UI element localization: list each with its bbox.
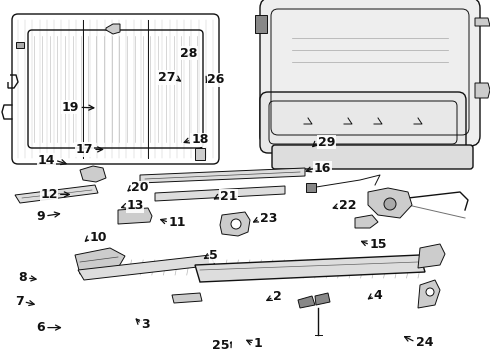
Text: 14: 14 bbox=[37, 154, 55, 167]
Text: 2: 2 bbox=[273, 291, 282, 303]
Text: 5: 5 bbox=[209, 249, 218, 262]
Polygon shape bbox=[80, 166, 106, 182]
Text: 18: 18 bbox=[191, 133, 208, 146]
Polygon shape bbox=[75, 248, 125, 274]
Text: 21: 21 bbox=[220, 190, 237, 203]
Text: 28: 28 bbox=[180, 47, 197, 60]
Text: 12: 12 bbox=[40, 188, 58, 201]
Circle shape bbox=[426, 288, 434, 296]
Polygon shape bbox=[106, 24, 120, 34]
Polygon shape bbox=[475, 83, 490, 98]
Text: 6: 6 bbox=[36, 321, 45, 334]
Text: 16: 16 bbox=[314, 162, 331, 175]
Polygon shape bbox=[306, 183, 316, 192]
Polygon shape bbox=[315, 293, 330, 305]
Text: 26: 26 bbox=[207, 73, 224, 86]
Text: 27: 27 bbox=[158, 71, 175, 84]
Circle shape bbox=[231, 219, 241, 229]
Text: 11: 11 bbox=[169, 216, 187, 229]
Polygon shape bbox=[195, 255, 425, 282]
Polygon shape bbox=[118, 208, 152, 224]
Polygon shape bbox=[78, 255, 215, 280]
Text: 19: 19 bbox=[62, 101, 79, 114]
Polygon shape bbox=[15, 185, 98, 203]
Text: 23: 23 bbox=[260, 212, 277, 225]
Circle shape bbox=[384, 198, 396, 210]
Polygon shape bbox=[475, 18, 490, 26]
Text: 3: 3 bbox=[141, 318, 150, 330]
Polygon shape bbox=[155, 186, 285, 201]
Polygon shape bbox=[195, 148, 205, 160]
Text: 22: 22 bbox=[339, 199, 357, 212]
Polygon shape bbox=[368, 188, 412, 218]
Text: 24: 24 bbox=[416, 336, 433, 348]
FancyBboxPatch shape bbox=[260, 0, 480, 146]
Polygon shape bbox=[355, 215, 378, 228]
FancyBboxPatch shape bbox=[272, 145, 473, 169]
Text: 17: 17 bbox=[75, 143, 93, 156]
Text: 1: 1 bbox=[254, 337, 263, 350]
Text: 20: 20 bbox=[131, 181, 149, 194]
Polygon shape bbox=[418, 280, 440, 308]
Polygon shape bbox=[140, 168, 305, 183]
Text: 4: 4 bbox=[373, 289, 382, 302]
Bar bbox=[255, 15, 267, 33]
Polygon shape bbox=[16, 42, 24, 48]
Text: 15: 15 bbox=[370, 238, 388, 251]
Polygon shape bbox=[220, 212, 250, 236]
Text: 7: 7 bbox=[15, 295, 24, 308]
Polygon shape bbox=[418, 244, 445, 268]
Polygon shape bbox=[298, 296, 315, 308]
Text: 8: 8 bbox=[18, 271, 27, 284]
Text: 13: 13 bbox=[126, 199, 144, 212]
Text: 29: 29 bbox=[318, 136, 335, 149]
Text: 25: 25 bbox=[212, 339, 229, 352]
Text: 9: 9 bbox=[36, 210, 45, 222]
Text: 10: 10 bbox=[89, 231, 107, 244]
Polygon shape bbox=[172, 293, 202, 303]
FancyBboxPatch shape bbox=[260, 92, 466, 153]
